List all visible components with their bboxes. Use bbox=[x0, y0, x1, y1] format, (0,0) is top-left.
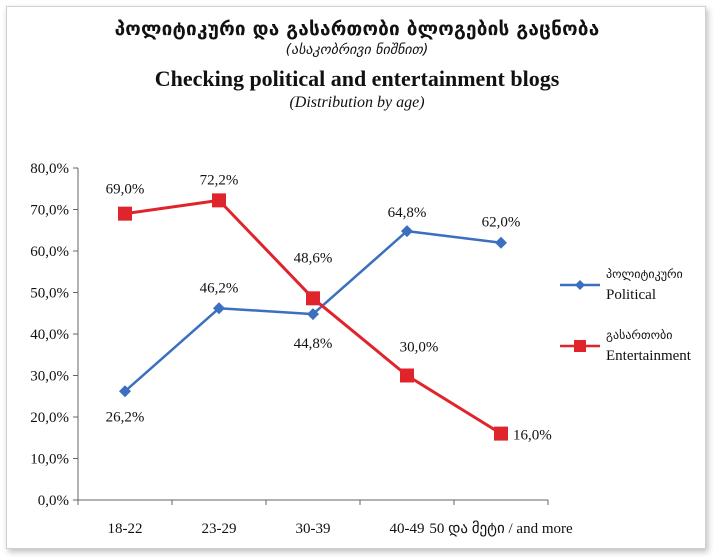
data-label-entertainment: 48,6% bbox=[294, 250, 333, 266]
legend-label-geo-entertainment: გასართობი bbox=[606, 328, 672, 342]
y-tick-label: 40,0% bbox=[30, 327, 69, 343]
x-tick-label: 30-39 bbox=[296, 521, 331, 537]
data-label-political: 62,0% bbox=[482, 215, 521, 231]
chart-subtitle-english: (Distribution by age) bbox=[289, 94, 425, 111]
marker-political bbox=[119, 385, 131, 398]
chart-title-english: Checking political and entertainment blo… bbox=[154, 66, 560, 91]
chart-subtitle-georgian: (ასაკობრივი ნიშნით) bbox=[285, 42, 429, 58]
data-label-entertainment: 16,0% bbox=[513, 428, 552, 444]
x-tick-label: 18-22 bbox=[108, 521, 143, 537]
y-tick-label: 20,0% bbox=[30, 410, 69, 426]
marker-entertainment bbox=[212, 193, 226, 208]
legend-marker-entertainment bbox=[574, 340, 586, 352]
chart-title-georgian: პოლიტიკური და გასართობი ბლოგების გაცნობა bbox=[114, 18, 600, 40]
y-tick-label: 60,0% bbox=[30, 244, 69, 260]
marker-entertainment bbox=[494, 426, 508, 441]
x-tick-label: 23-29 bbox=[202, 521, 237, 537]
marker-political bbox=[213, 302, 225, 315]
legend-label-entertainment: Entertainment bbox=[606, 348, 692, 364]
y-tick-label: 70,0% bbox=[30, 203, 69, 219]
data-label-entertainment: 72,2% bbox=[200, 172, 239, 188]
data-label-political: 46,2% bbox=[200, 280, 239, 296]
data-label-entertainment: 69,0% bbox=[106, 182, 145, 198]
data-label-political: 64,8% bbox=[388, 205, 427, 221]
marker-political bbox=[401, 225, 413, 238]
data-label-political: 44,8% bbox=[294, 336, 333, 352]
data-label-entertainment: 30,0% bbox=[400, 340, 439, 356]
marker-political bbox=[307, 308, 319, 321]
x-tick-label: 50 და მეტი / and more bbox=[429, 520, 573, 537]
marker-political bbox=[495, 236, 507, 249]
x-tick-label: 40-49 bbox=[390, 521, 425, 537]
y-tick-label: 0,0% bbox=[38, 493, 69, 509]
legend-marker-political bbox=[575, 280, 585, 290]
data-label-political: 26,2% bbox=[106, 409, 145, 425]
y-tick-label: 10,0% bbox=[30, 452, 69, 468]
y-tick-label: 50,0% bbox=[30, 286, 69, 302]
legend-label-geo-political: პოლიტიკური bbox=[606, 267, 683, 281]
marker-entertainment bbox=[118, 206, 132, 221]
y-tick-label: 80,0% bbox=[30, 161, 69, 177]
marker-entertainment bbox=[306, 291, 320, 306]
legend-label-political: Political bbox=[606, 287, 656, 303]
marker-entertainment bbox=[400, 368, 414, 383]
chart-titles: პოლიტიკური და გასართობი ბლოგების გაცნობა… bbox=[0, 10, 714, 112]
y-tick-label: 30,0% bbox=[30, 369, 69, 385]
